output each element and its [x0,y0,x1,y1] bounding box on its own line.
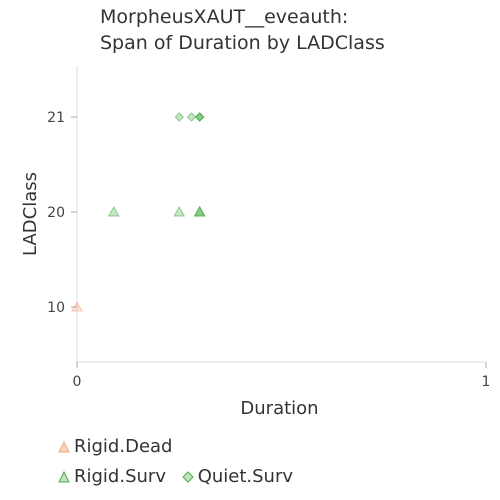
x-tick-label: 0 [73,374,82,390]
point-rigid-surv [193,205,206,217]
y-axis-title: LADClass [20,172,41,256]
data-points [71,112,206,312]
legend-marker-triangle [58,440,70,452]
point-quiet-surv [186,112,197,122]
point-rigid-dead [71,300,83,312]
chart-title-line-1: MorpheusXAUT__eveauth: [100,6,349,28]
legend-label-rigid-dead: Rigid.Dead [74,436,173,457]
point-rigid-surv [107,205,120,217]
legend-label-quiet-surv: Quiet.Surv [197,466,294,487]
legend-marker-triangle [58,470,70,482]
point-quiet-surv [174,112,184,122]
legend-row-2: Rigid.Surv Quiet.Surv [58,466,303,488]
x-axis-title: Duration [240,398,318,419]
legend-row-1: Rigid.Dead [58,436,182,458]
y-tick-label: 21 [47,110,65,126]
chart-title-line-2: Span of Duration by LADClass [100,32,385,54]
x-tick-label: 1 [482,374,491,390]
point-quiet-surv [194,112,205,122]
y-tick-label: 20 [47,205,65,221]
legend-item-rigid-dead[interactable]: Rigid.Dead [58,436,172,457]
legend-item-rigid-surv[interactable]: Rigid.Surv [58,466,166,487]
axes: 10 20 21 0 1 Duration LADClass [20,66,490,419]
legend-label-rigid-surv: Rigid.Surv [74,466,166,487]
legend-item-quiet-surv[interactable]: Quiet.Surv [181,466,294,487]
y-tick-label: 10 [47,300,65,316]
point-rigid-surv [173,205,186,217]
legend-marker-diamond [181,470,194,483]
